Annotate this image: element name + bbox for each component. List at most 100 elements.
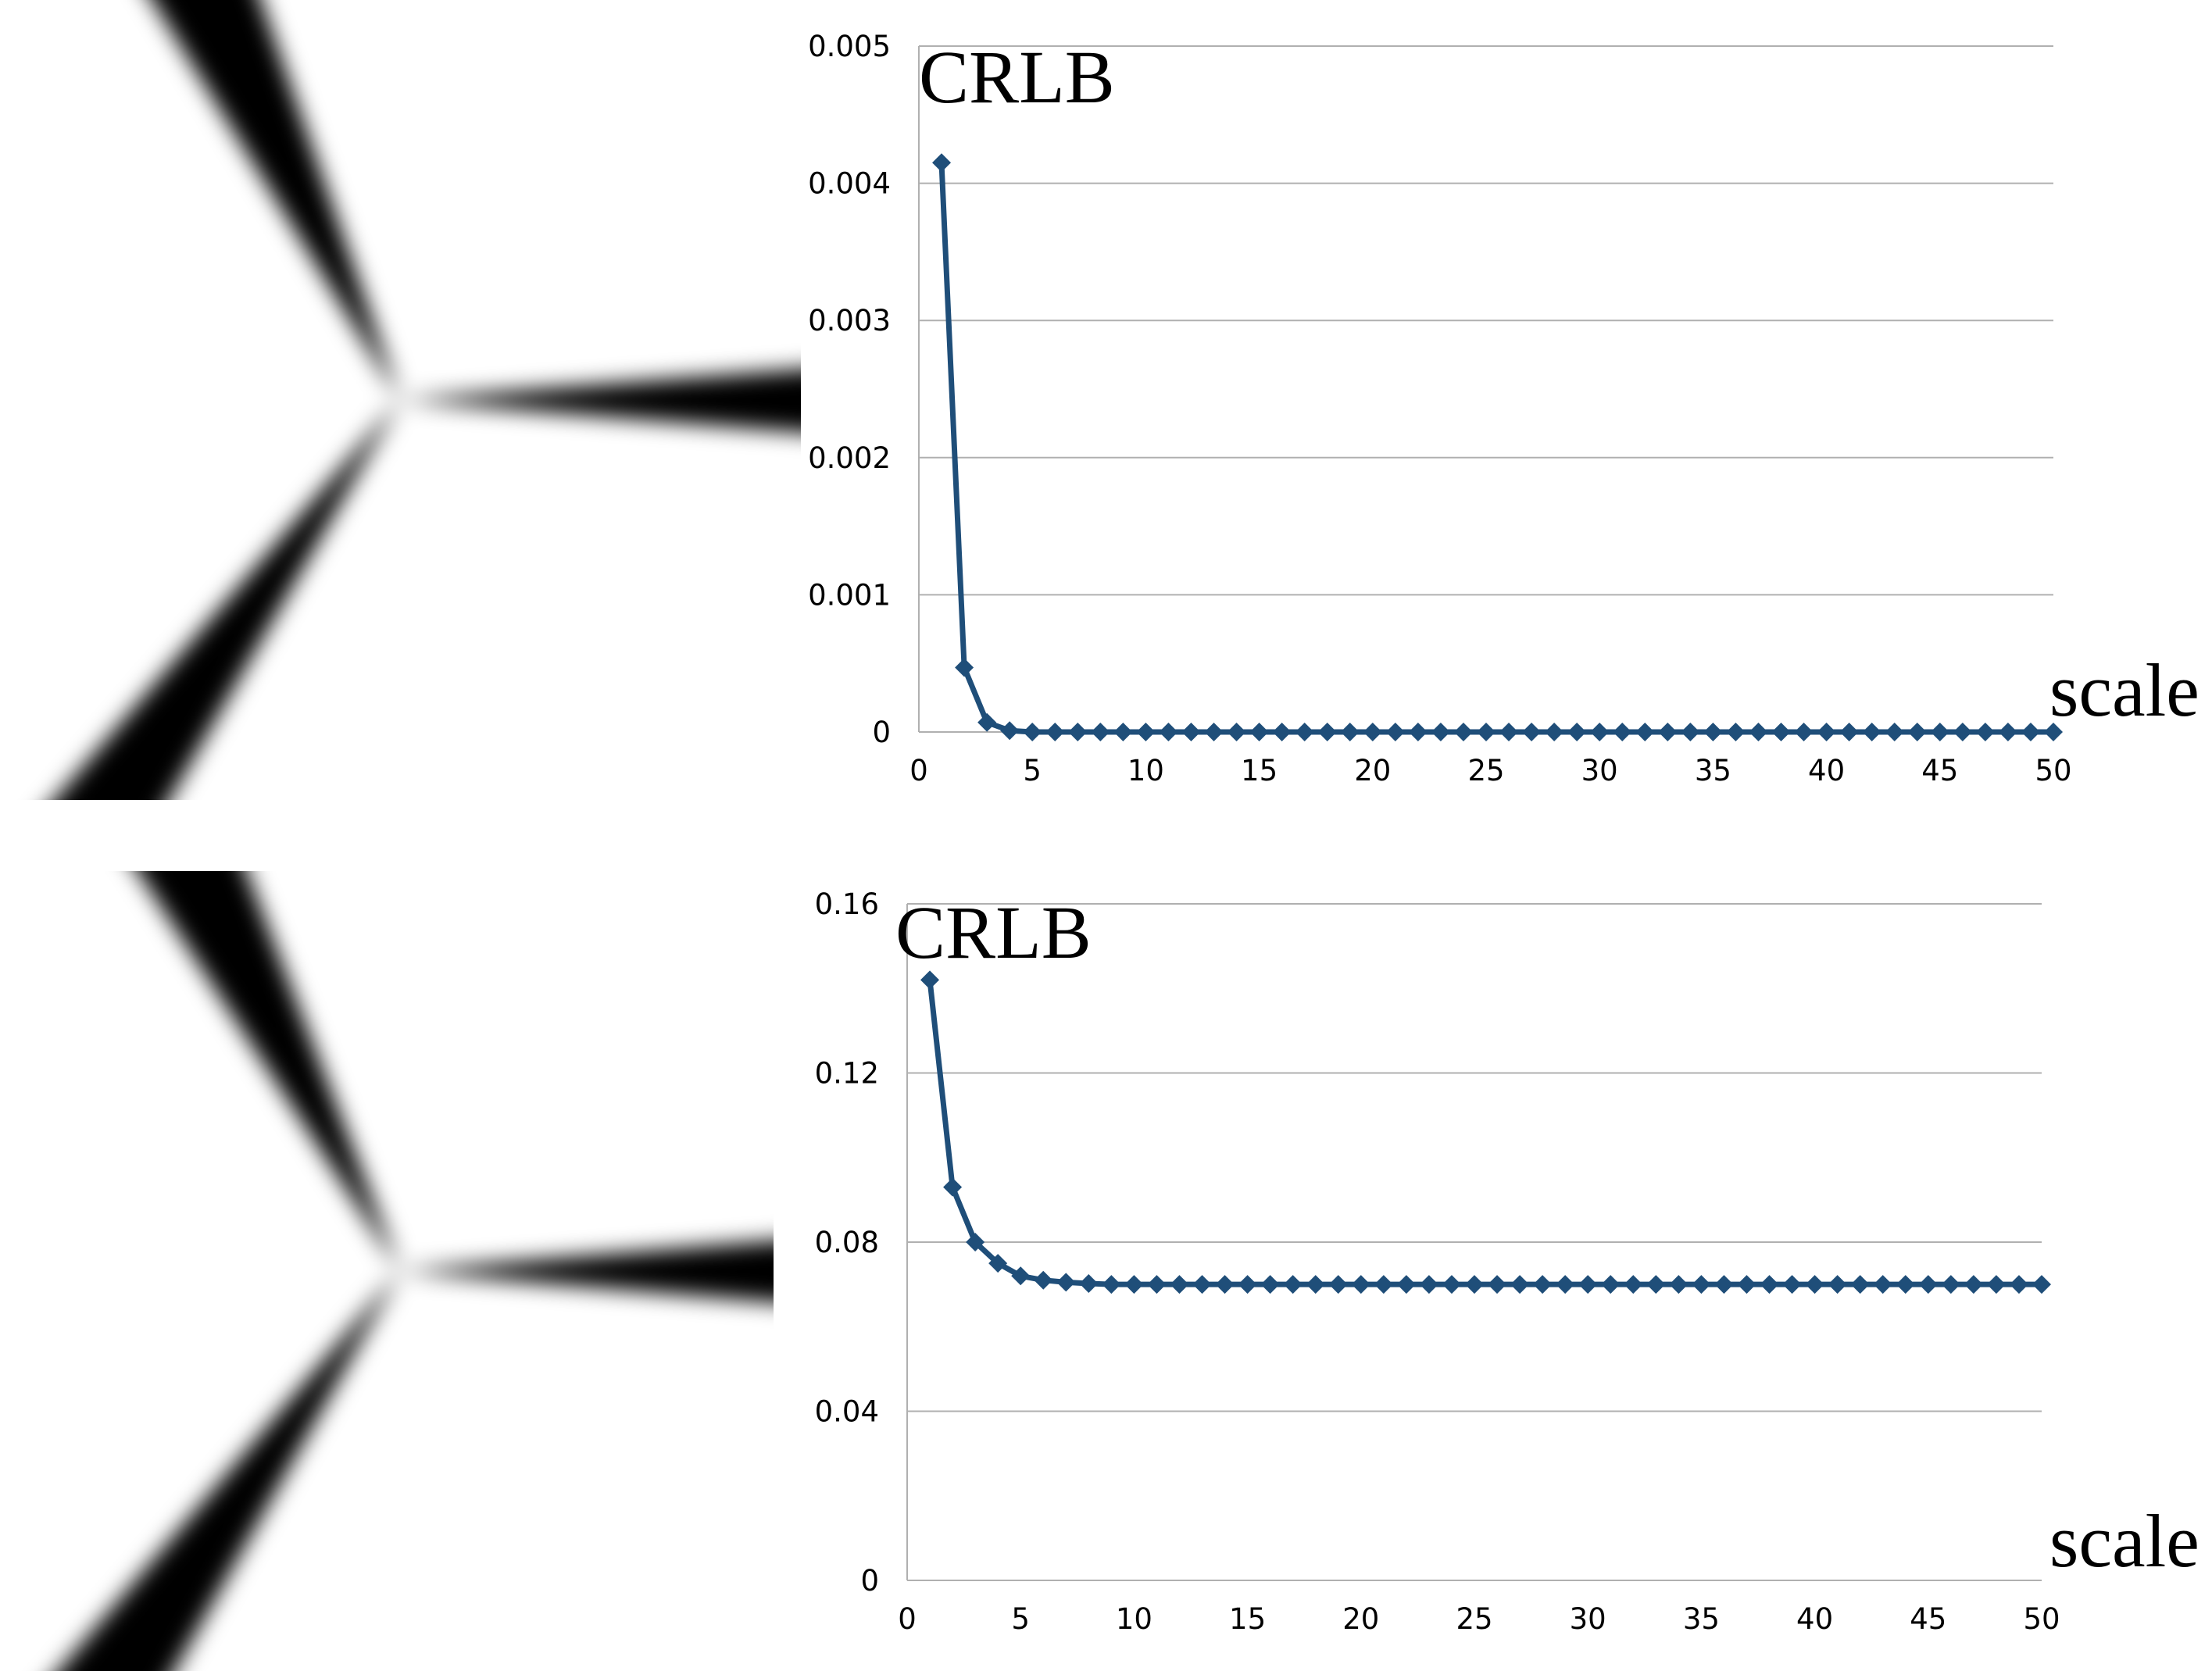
wedge-right (400, 1241, 774, 1302)
data-point (1805, 1275, 1824, 1294)
wedge-upper-left (138, 871, 400, 1271)
data-point (1862, 723, 1881, 741)
crlb-chart-top: 0 0.001 0.002 0.003 0.004 0.005 0 5 10 15 20 25 30 3… (808, 30, 2199, 787)
data-point (1545, 723, 1564, 741)
data-point (1079, 1274, 1099, 1294)
data-point (1011, 1266, 1031, 1286)
data-point (1056, 1273, 1076, 1292)
x-axis-title: scale (2049, 648, 2199, 732)
data-point (966, 1233, 985, 1251)
data-point (1578, 1275, 1598, 1294)
data-point (1408, 723, 1428, 741)
data-point (1374, 1275, 1393, 1294)
x-tick-label: 35 (1683, 1602, 1720, 1636)
grid-lines (907, 903, 2042, 1412)
x-tick-label: 30 (1570, 1602, 1606, 1636)
data-point (1113, 723, 1133, 741)
x-tick-label: 0 (909, 754, 928, 787)
data-point (1477, 723, 1496, 741)
wedge-lower-left (58, 1271, 400, 1671)
axes (918, 46, 2053, 733)
data-point (1941, 1275, 1960, 1294)
y-tick-label: 0.16 (815, 887, 879, 921)
x-tick-labels: 0 5 10 15 20 25 30 35 40 45 50 (909, 754, 2071, 787)
data-point (1986, 1275, 2006, 1294)
data-point (1091, 723, 1110, 741)
data-point (1839, 723, 1859, 741)
x-tick-label: 45 (1910, 1602, 1946, 1636)
data-point (1181, 723, 1201, 741)
data-point (1998, 723, 2017, 741)
data-point (1975, 723, 1995, 741)
data-point (1170, 1275, 1189, 1294)
y-tick-label: 0.08 (815, 1226, 879, 1259)
data-point (1238, 1275, 1257, 1294)
data-point (1068, 723, 1088, 741)
data-point (1385, 723, 1405, 741)
data-point (1431, 723, 1450, 741)
data-point (1896, 1275, 1915, 1294)
y-tick-label: 0.003 (808, 304, 891, 337)
data-point (1567, 723, 1587, 741)
data-point (1204, 723, 1224, 741)
y-axis-title: CRLB (919, 35, 1115, 119)
wedge-lower-left (54, 400, 400, 800)
x-tick-label: 45 (1921, 754, 1958, 787)
data-point (1624, 1275, 1643, 1294)
x-tick-label: 35 (1695, 754, 1731, 787)
data-point (1453, 723, 1473, 741)
data-point (1340, 723, 1360, 741)
data-point (1510, 1275, 1530, 1294)
data-point (1692, 1275, 1711, 1294)
series-path (938, 162, 2053, 735)
data-point (1669, 1275, 1688, 1294)
data-point (1703, 723, 1723, 741)
data-point (1635, 723, 1655, 741)
data-point (1192, 1275, 1212, 1294)
wedge-upper-left (152, 0, 400, 400)
y-tick-label: 0.005 (808, 30, 891, 63)
x-tick-label: 40 (1796, 1602, 1833, 1636)
x-tick-label: 50 (2035, 754, 2071, 787)
series-line (938, 162, 2053, 735)
data-point (1351, 1275, 1370, 1294)
data-point (1771, 723, 1791, 741)
data-point (1102, 1275, 1121, 1294)
data-point (932, 153, 952, 173)
data-point (1601, 1275, 1621, 1294)
data-point (1260, 1275, 1280, 1294)
data-point (1646, 1275, 1666, 1294)
data-point (1930, 723, 1949, 741)
data-point (1828, 1275, 1847, 1294)
data-point (1782, 1275, 1802, 1294)
data-point (1034, 1270, 1053, 1290)
data-point (1533, 1275, 1553, 1294)
x-tick-label: 15 (1229, 1602, 1266, 1636)
data-point (1794, 723, 1814, 741)
y-tick-label: 0.04 (815, 1395, 879, 1429)
data-point (1295, 723, 1314, 741)
series-markers (920, 970, 2051, 1294)
x-tick-label: 5 (1011, 1602, 1030, 1636)
data-point (977, 712, 997, 732)
data-point (1658, 723, 1678, 741)
x-tick-label: 40 (1808, 754, 1845, 787)
data-point (988, 1254, 1008, 1273)
data-point (1613, 723, 1632, 741)
axes (906, 904, 2042, 1581)
data-point (1227, 723, 1246, 741)
y-tick-label: 0.004 (808, 167, 891, 201)
data-point (1907, 723, 1927, 741)
data-point (2044, 723, 2063, 741)
data-point (1850, 1275, 1870, 1294)
series-path (927, 980, 2042, 1287)
x-tick-label: 20 (1354, 754, 1391, 787)
data-point (1328, 1275, 1348, 1294)
data-point (1964, 1275, 1983, 1294)
data-point (1136, 723, 1156, 741)
data-point (1726, 723, 1746, 741)
data-point (1272, 723, 1292, 741)
grid-lines (919, 45, 2053, 596)
x-tick-label: 10 (1116, 1602, 1152, 1636)
data-point (1306, 1275, 1325, 1294)
